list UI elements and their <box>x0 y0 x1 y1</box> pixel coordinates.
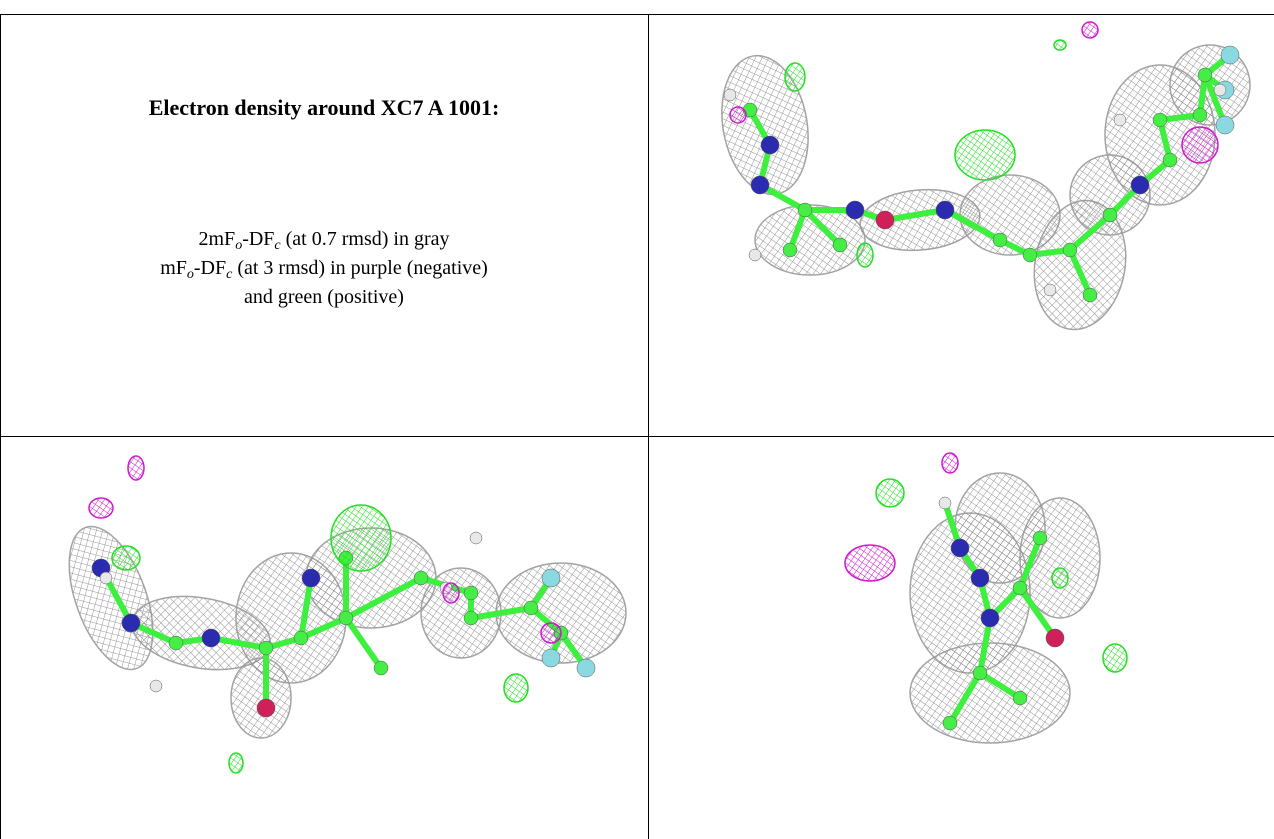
atom <box>1153 113 1167 127</box>
negative-density <box>443 583 459 603</box>
border <box>648 14 649 839</box>
atom <box>464 586 478 600</box>
atom <box>542 569 560 587</box>
atom <box>783 243 797 257</box>
density-view <box>650 438 1274 839</box>
atom <box>993 233 1007 247</box>
positive-density <box>1054 40 1066 50</box>
caption-cell: Electron density around XC7 A 1001: 2mFo… <box>0 15 648 436</box>
caption-line: mFo-DFc (at 3 rmsd) in purple (negative) <box>0 254 648 283</box>
negative-density <box>541 623 561 643</box>
atom <box>464 611 478 625</box>
atom <box>936 201 954 219</box>
atom <box>943 716 957 730</box>
negative-density <box>845 545 895 581</box>
atom <box>1198 68 1212 82</box>
density-view <box>650 15 1274 436</box>
negative-density <box>1182 127 1218 163</box>
atom <box>798 203 812 217</box>
text: (at 0.7 rmsd) in gray <box>281 228 450 250</box>
negative-density <box>730 107 746 123</box>
positive-density <box>112 546 140 570</box>
atom <box>169 636 183 650</box>
text: -DF <box>242 228 274 250</box>
caption-title: Electron density around XC7 A 1001: <box>0 95 648 121</box>
density-mesh <box>231 658 291 738</box>
positive-density <box>1052 568 1068 588</box>
atom <box>971 569 989 587</box>
atom <box>1083 288 1097 302</box>
negative-density <box>1082 22 1098 38</box>
positive-density <box>504 674 528 702</box>
negative-density <box>89 498 113 518</box>
atom <box>833 238 847 252</box>
page: {"caption": {"title": "Electron density … <box>0 0 1274 839</box>
atom <box>751 176 769 194</box>
atom <box>1131 176 1149 194</box>
atom <box>100 572 112 584</box>
atom <box>1163 153 1177 167</box>
atom <box>876 211 894 229</box>
atom <box>1046 629 1064 647</box>
atom <box>1216 116 1234 134</box>
atom <box>724 89 736 101</box>
atom <box>749 249 761 261</box>
atom <box>374 661 388 675</box>
text: mF <box>160 257 187 279</box>
atom <box>1033 531 1047 545</box>
atom <box>939 497 951 509</box>
caption-line: 2mFo-DFc (at 0.7 rmsd) in gray <box>0 225 648 254</box>
atom <box>122 614 140 632</box>
atom <box>542 649 560 667</box>
atom <box>1044 284 1056 296</box>
atom <box>1063 243 1077 257</box>
atom <box>973 666 987 680</box>
atom <box>577 659 595 677</box>
atom <box>761 136 779 154</box>
atom <box>414 571 428 585</box>
positive-density <box>785 63 805 91</box>
density-mesh <box>52 516 169 681</box>
positive-density <box>1103 644 1127 672</box>
positive-density <box>857 243 873 267</box>
positive-density <box>955 130 1015 180</box>
atom <box>150 680 162 692</box>
positive-density <box>876 479 904 507</box>
atom <box>1114 114 1126 126</box>
negative-density <box>128 456 144 480</box>
atom <box>981 609 999 627</box>
atom <box>257 699 275 717</box>
subscript: o <box>187 267 194 282</box>
atom <box>951 539 969 557</box>
atom <box>259 641 273 655</box>
positive-density <box>229 753 243 773</box>
negative-density <box>942 453 958 473</box>
atom <box>846 201 864 219</box>
atom <box>470 532 482 544</box>
atom <box>202 629 220 647</box>
atom <box>1013 581 1027 595</box>
density-view <box>1 438 647 839</box>
atom <box>339 611 353 625</box>
atom <box>1214 84 1226 96</box>
text: 2mF <box>199 228 236 250</box>
atom <box>1193 108 1207 122</box>
text: -DF <box>194 257 226 279</box>
text: (at 3 rmsd) in purple (negative) <box>232 257 487 279</box>
atom <box>1013 691 1027 705</box>
atom <box>1221 46 1239 64</box>
atom <box>1103 208 1117 222</box>
atom <box>302 569 320 587</box>
text: and green (positive) <box>244 286 404 308</box>
positive-density <box>331 505 391 571</box>
atom <box>294 631 308 645</box>
density-mesh <box>910 643 1070 743</box>
atom <box>1023 248 1037 262</box>
border <box>0 436 1274 437</box>
caption-line: and green (positive) <box>0 283 648 312</box>
atom <box>524 601 538 615</box>
